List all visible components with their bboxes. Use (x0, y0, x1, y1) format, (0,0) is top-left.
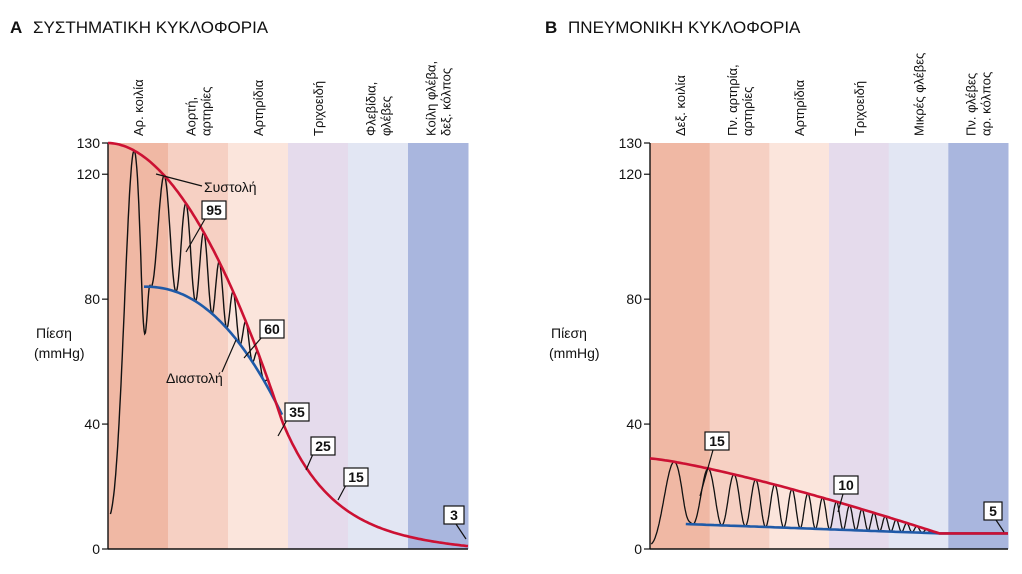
panel-a-box-35: 35 (284, 402, 310, 422)
panel-a-systole-pointer (155, 173, 203, 187)
panel-a-systole-label: Συστολή (204, 179, 257, 195)
panel-b-box-10: 10 (833, 475, 859, 495)
panel_b-region-2 (709, 143, 770, 549)
panel_a-region-label-2-1: Αορτή, (184, 97, 199, 136)
panel-a-diastole-line (144, 285, 284, 416)
panel_a-ylabel-line1: Πίεση (36, 325, 72, 341)
panel_a-region-label-1-1: Αρ. κοιλία (131, 79, 146, 136)
panel-b-box-15-pointer (699, 449, 714, 497)
panel_b-region-label-2-1: Πν. αρτηρία, (725, 64, 740, 136)
panel-a-box-3-frame (443, 505, 465, 525)
panel-a-diastole-label: Διαστολή (166, 370, 223, 386)
panel-a-box-25-pointer (305, 453, 314, 471)
panel-a-box-60: 60 (259, 319, 285, 339)
panel_b-region-label-5-1: Μικρές φλέβες (912, 53, 927, 136)
panel-a-title: A ΣΥΣΤΗΜΑΤΙΚΗ ΚΥΚΛΟΦΟΡΙΑ (10, 18, 269, 37)
panel-b-box-5: 5 (983, 501, 1003, 521)
panel_b-region-5 (888, 143, 949, 549)
panel-a-box-35-text: 35 (289, 404, 305, 420)
panel-a-box-15: 15 (343, 467, 369, 487)
panel_a-region-5 (348, 143, 409, 549)
panel-b-systole-line (649, 457, 1008, 535)
panel-a-box-25-frame (310, 436, 336, 456)
panel-a-pressure-oscillation (109, 149, 283, 515)
panel_b-region-label-6-1: Πν. φλέβες (964, 73, 979, 136)
panel_a-region-label-2-2: αρτηρίες (199, 87, 214, 136)
panel-a-box-95-text: 95 (206, 202, 222, 218)
panel_a-tick-label-130: 130 (77, 135, 101, 151)
panel-a-box-25: 25 (310, 436, 336, 456)
panel-a-box-95: 95 (201, 200, 227, 220)
panel-b-box-15-frame (704, 431, 730, 451)
panel_b-region-6 (948, 143, 1009, 549)
panel-a-box-3: 3 (443, 505, 465, 525)
panel-a-letter: A (10, 18, 22, 37)
panel-a-box-35-pointer (277, 419, 288, 437)
panel-a-chart: Αρ. κοιλία Αορτή, αρτηρίες Αρτηρίδια Τριχοει… (34, 61, 469, 557)
panel_b-region-label-6-2: αρ. κόλπος (979, 72, 994, 136)
panel-b-letter: B (545, 18, 557, 37)
panel_a-ylabel-line2: (mmHg) (34, 345, 85, 361)
panel_a-region-4 (288, 143, 349, 549)
panel-a-box-60-text: 60 (264, 321, 280, 337)
panel_a-tick-label-40: 40 (84, 416, 100, 432)
panel-b-box-10-pointer (837, 493, 844, 513)
panel-b-box-10-frame (833, 475, 859, 495)
panel-a-box-60-pointer (243, 336, 263, 359)
panel_b-ylabel-line2: (mmHg) (549, 345, 600, 361)
panel-a-box-95-pointer (185, 218, 206, 253)
panel-b-title: B ΠΝΕΥΜΟΝΙΚΗ ΚΥΚΛΟΦΟΡΙΑ (545, 18, 801, 37)
panel_b-tick-label-80: 80 (626, 291, 642, 307)
panel_a-region-label-3-1: Αρτηρίδια (251, 79, 266, 136)
panel-a-box-35-frame (284, 402, 310, 422)
panel-b-chart: Δεξ. κοιλία Πν. αρτηρία, αρτηρίες Αρτηρίδια… (549, 53, 1009, 557)
panel_a-region-3 (228, 143, 289, 549)
panel-a-box-15-text: 15 (348, 469, 364, 485)
panel_b-region-1 (650, 143, 711, 549)
panel-a-box-25-text: 25 (315, 438, 331, 454)
panel_b-tick-label-0: 0 (634, 541, 642, 557)
panel_a-region-label-4-1: Τριχοειδή (311, 81, 326, 136)
panel_a-region-label-5-2: φλέβες (379, 96, 394, 136)
panel-b-box-15-text: 15 (709, 433, 725, 449)
panel-b-box-5-pointer (995, 519, 1005, 533)
panel-a-systole-line (107, 141, 469, 548)
panel-b-pressure-oscillation (650, 461, 931, 545)
panel-a-diastole-pointer (221, 339, 237, 373)
panel_a-region-1 (108, 143, 169, 549)
panel-a-title-text: ΣΥΣΤΗΜΑΤΙΚΗ ΚΥΚΛΟΦΟΡΙΑ (33, 18, 269, 37)
panel_b-ylabel-line1: Πίεση (551, 325, 587, 341)
panel-a-box-3-text: 3 (450, 507, 458, 523)
panel-b-box-5-frame (983, 501, 1003, 521)
panel_a-region-label-6-1: Κοίλη φλέβα, (424, 61, 439, 136)
panel-b-box-5-text: 5 (989, 503, 997, 519)
panel_b-region-label-1-1: Δεξ. κοιλία (673, 75, 688, 136)
panel_b-tick-label-40: 40 (626, 416, 642, 432)
panel-a-box-3-pointer (455, 523, 467, 540)
panel_b-region-label-2-2: αρτηρίες (740, 87, 755, 136)
panel_a-region-label-5-1: Φλεβίδια, (364, 82, 379, 136)
panel_a-tick-label-80: 80 (84, 291, 100, 307)
panel_a-tick-label-0: 0 (92, 541, 100, 557)
panel_b-tick-label-120: 120 (619, 166, 643, 182)
panel_b-region-label-4-1: Τριχοειδή (852, 81, 867, 136)
panel-a-box-15-frame (343, 467, 369, 487)
panel_a-tick-label-120: 120 (77, 166, 101, 182)
panel-a-box-95-frame (201, 200, 227, 220)
panel-b-title-text: ΠΝΕΥΜΟΝΙΚΗ ΚΥΚΛΟΦΟΡΙΑ (568, 18, 801, 37)
panel_a-region-label-6-2: δεξ. κόλπος (439, 68, 454, 136)
panel_b-tick-label-130: 130 (619, 135, 643, 151)
panel-a-box-60-frame (259, 319, 285, 339)
panel_a-region-6 (408, 143, 469, 549)
panel_b-region-3 (769, 143, 830, 549)
panel-b-box-15: 15 (704, 431, 730, 451)
panel-a-box-15-pointer (337, 484, 347, 501)
panel-b-box-10-text: 10 (838, 477, 854, 493)
panel_b-region-label-3-1: Αρτηρίδια (792, 79, 807, 136)
